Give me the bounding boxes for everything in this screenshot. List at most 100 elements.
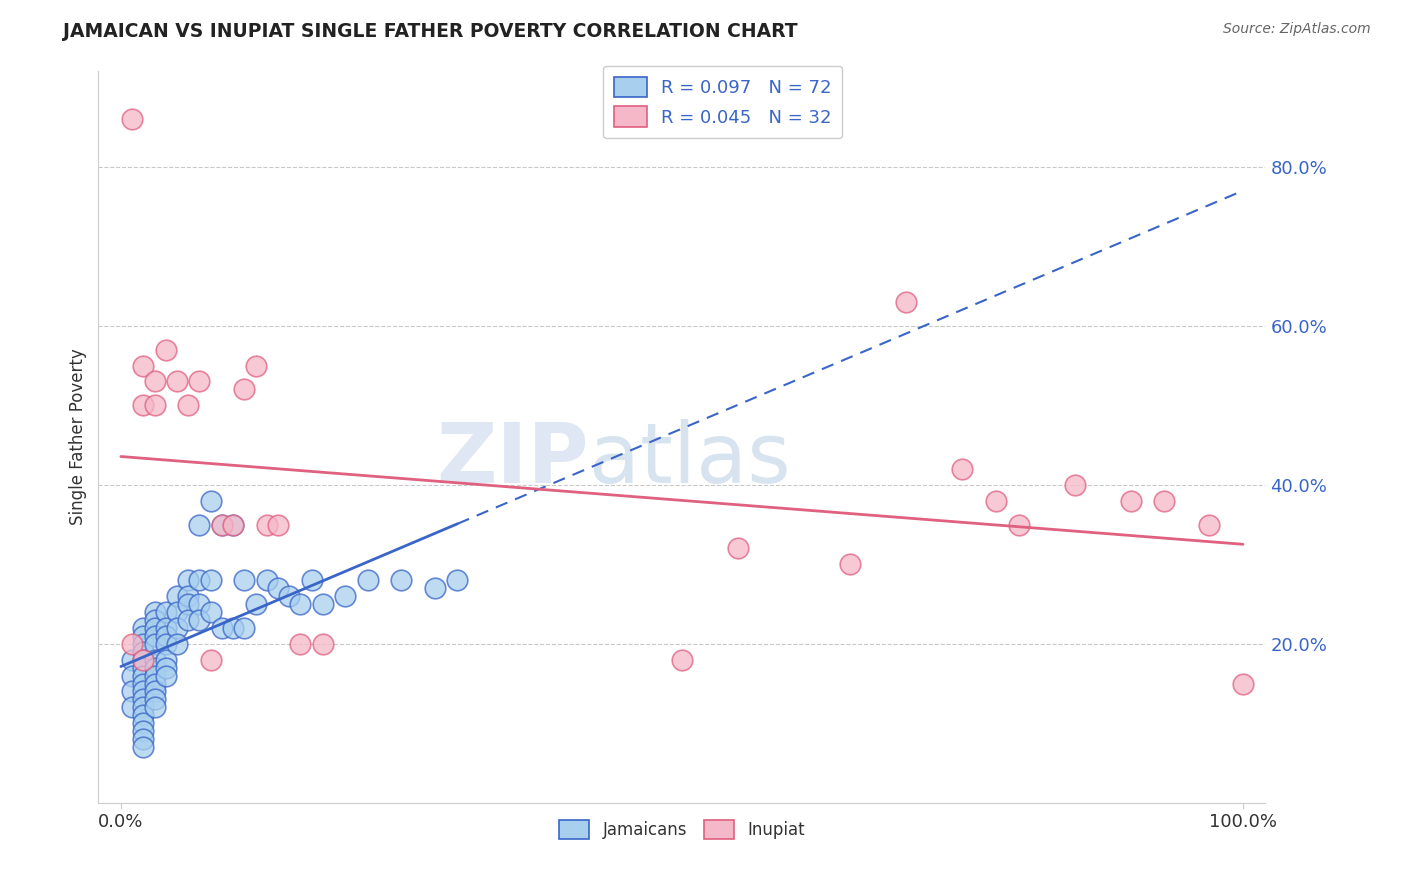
Point bbox=[177, 597, 200, 611]
Point bbox=[132, 684, 155, 698]
Point bbox=[132, 653, 155, 667]
Point bbox=[200, 605, 222, 619]
Point bbox=[132, 398, 155, 412]
Point bbox=[143, 613, 166, 627]
Point bbox=[267, 517, 290, 532]
Point bbox=[200, 493, 222, 508]
Point bbox=[143, 621, 166, 635]
Point bbox=[132, 629, 155, 643]
Point bbox=[188, 573, 211, 587]
Point bbox=[143, 660, 166, 674]
Point bbox=[132, 724, 155, 739]
Point bbox=[301, 573, 323, 587]
Point bbox=[132, 621, 155, 635]
Point bbox=[222, 517, 245, 532]
Text: JAMAICAN VS INUPIAT SINGLE FATHER POVERTY CORRELATION CHART: JAMAICAN VS INUPIAT SINGLE FATHER POVERT… bbox=[63, 22, 797, 41]
Point bbox=[233, 573, 256, 587]
Point bbox=[166, 375, 188, 389]
Point bbox=[143, 629, 166, 643]
Point bbox=[896, 294, 918, 309]
Point bbox=[312, 637, 335, 651]
Point bbox=[290, 597, 312, 611]
Point bbox=[143, 605, 166, 619]
Legend: Jamaicans, Inupiat: Jamaicans, Inupiat bbox=[553, 814, 811, 846]
Point bbox=[245, 359, 267, 373]
Point bbox=[132, 700, 155, 714]
Point bbox=[188, 517, 211, 532]
Point bbox=[423, 581, 446, 595]
Point bbox=[155, 668, 177, 682]
Point bbox=[143, 668, 166, 682]
Point bbox=[132, 668, 155, 682]
Point bbox=[245, 597, 267, 611]
Point bbox=[132, 637, 155, 651]
Point bbox=[233, 621, 256, 635]
Point bbox=[155, 660, 177, 674]
Point bbox=[1153, 493, 1175, 508]
Point bbox=[155, 629, 177, 643]
Point bbox=[143, 692, 166, 706]
Point bbox=[143, 684, 166, 698]
Point bbox=[389, 573, 412, 587]
Point bbox=[984, 493, 1007, 508]
Point bbox=[155, 343, 177, 357]
Point bbox=[166, 589, 188, 603]
Point bbox=[1007, 517, 1029, 532]
Point bbox=[132, 692, 155, 706]
Point bbox=[121, 653, 143, 667]
Point bbox=[132, 660, 155, 674]
Point bbox=[143, 375, 166, 389]
Point bbox=[132, 359, 155, 373]
Point bbox=[211, 621, 233, 635]
Point bbox=[671, 653, 693, 667]
Point bbox=[312, 597, 335, 611]
Point bbox=[290, 637, 312, 651]
Point bbox=[177, 613, 200, 627]
Point bbox=[177, 573, 200, 587]
Text: Source: ZipAtlas.com: Source: ZipAtlas.com bbox=[1223, 22, 1371, 37]
Point bbox=[952, 462, 974, 476]
Point bbox=[727, 541, 749, 556]
Point bbox=[1119, 493, 1142, 508]
Point bbox=[233, 383, 256, 397]
Point bbox=[177, 398, 200, 412]
Point bbox=[446, 573, 468, 587]
Point bbox=[335, 589, 357, 603]
Point bbox=[1198, 517, 1220, 532]
Point bbox=[188, 597, 211, 611]
Point bbox=[155, 653, 177, 667]
Y-axis label: Single Father Poverty: Single Father Poverty bbox=[69, 349, 87, 525]
Point bbox=[1232, 676, 1254, 690]
Point bbox=[200, 573, 222, 587]
Point bbox=[143, 398, 166, 412]
Point bbox=[188, 613, 211, 627]
Point bbox=[222, 517, 245, 532]
Point bbox=[211, 517, 233, 532]
Point bbox=[121, 637, 143, 651]
Point bbox=[200, 653, 222, 667]
Point bbox=[143, 637, 166, 651]
Point bbox=[143, 676, 166, 690]
Point bbox=[211, 517, 233, 532]
Point bbox=[121, 112, 143, 126]
Point bbox=[121, 668, 143, 682]
Point bbox=[1063, 477, 1085, 491]
Point bbox=[132, 708, 155, 723]
Point bbox=[132, 732, 155, 747]
Point bbox=[166, 637, 188, 651]
Point bbox=[132, 653, 155, 667]
Point bbox=[278, 589, 301, 603]
Point bbox=[155, 637, 177, 651]
Point bbox=[188, 375, 211, 389]
Point bbox=[143, 700, 166, 714]
Point bbox=[143, 653, 166, 667]
Point bbox=[121, 684, 143, 698]
Point bbox=[177, 589, 200, 603]
Point bbox=[256, 573, 278, 587]
Point bbox=[839, 558, 862, 572]
Point bbox=[132, 676, 155, 690]
Point bbox=[267, 581, 290, 595]
Text: atlas: atlas bbox=[589, 418, 790, 500]
Point bbox=[222, 621, 245, 635]
Point bbox=[132, 645, 155, 659]
